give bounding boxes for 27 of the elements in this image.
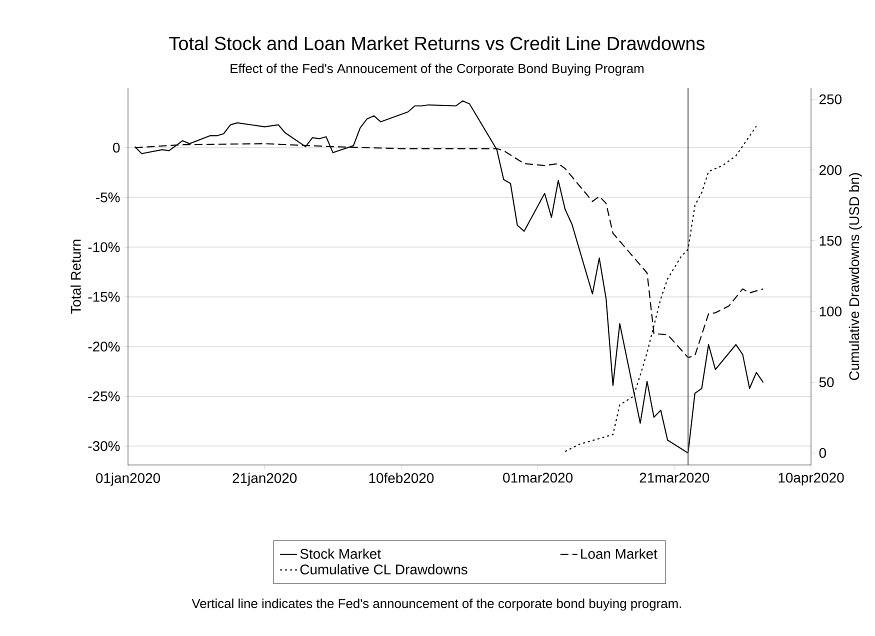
x-tick-label: 10apr2020 <box>778 472 844 486</box>
y-tick-label: 0 <box>113 142 120 153</box>
x-tick-label: 21mar2020 <box>640 472 710 483</box>
y2-tick-label: 100 <box>820 306 842 316</box>
legend-label: Loan Market <box>581 548 658 559</box>
x-tick-label: 01mar2020 <box>503 472 573 483</box>
y2-tick-label: 150 <box>820 236 842 246</box>
y-tick-label: -10% <box>88 242 120 252</box>
y2-tick-label: 0 <box>819 448 826 458</box>
legend-label: Cumulative CL Drawdowns <box>300 564 468 574</box>
x-tick-label: 21jan2020 <box>232 472 297 486</box>
y-tick-label: -30% <box>88 441 120 452</box>
y-tick-label: -15% <box>88 292 120 302</box>
text: Vertical line indicates the Fed's announcement of the corporate bond buying program. <box>192 598 682 611</box>
chart-title: Total Stock and Loan Market Returns vs Credit Line Drawdowns <box>169 36 705 50</box>
y2-tick-label: 50 <box>819 377 834 388</box>
y2-axis-title: Cumulative Drawdowns (USD bn) <box>848 173 862 380</box>
y-tick-label: -20% <box>88 342 120 352</box>
y2-tick-label: 200 <box>819 165 842 175</box>
y2-tick-label: 250 <box>819 94 842 104</box>
x-tick-label: 01jan2020 <box>96 472 160 486</box>
x-tick-label: 10feb2020 <box>369 472 434 484</box>
y-tick-label: -25% <box>88 391 120 402</box>
y-axis-title: Total Return <box>70 240 81 314</box>
legend-label: Stock Market <box>300 548 381 559</box>
y-tick-label: -5% <box>96 192 120 202</box>
chart-subtitle: Effect of the Fed's Annoucement of the Corporate Bond Buying Program <box>230 64 644 76</box>
